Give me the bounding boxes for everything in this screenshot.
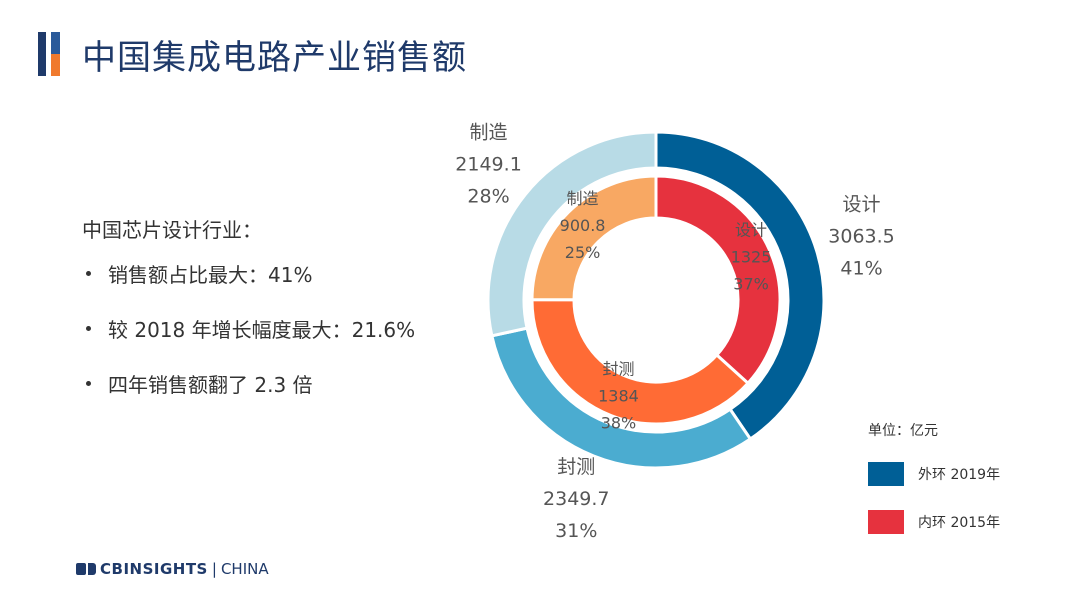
notes-heading: 中国芯片设计行业：	[82, 218, 262, 242]
inner-label-percent: 25%	[565, 243, 601, 262]
inner-label-name: 封测	[602, 359, 634, 378]
outer-label-percent: 31%	[555, 520, 597, 542]
note-bullet: 销售额占比最大：41%	[82, 259, 415, 288]
inner-slice-设计	[654, 174, 782, 386]
note-bullet: 四年销售额翻了 2.3 倍	[82, 369, 415, 398]
legend-item-inner: 内环 2015年	[868, 510, 1000, 534]
title-accent-bar	[38, 32, 64, 76]
inner-slice-封测	[530, 298, 751, 426]
note-bullet: 较 2018 年增长幅度最大：21.6%	[82, 314, 415, 343]
inner-label-percent: 37%	[733, 274, 769, 293]
outer-label-name: 制造	[470, 122, 508, 144]
legend-swatch-outer	[868, 462, 904, 486]
outer-label-percent: 28%	[467, 186, 509, 208]
outer-label-percent: 41%	[840, 257, 882, 279]
notes-list: 销售额占比最大：41% 较 2018 年增长幅度最大：21.6% 四年销售额翻了…	[82, 259, 415, 398]
legend: 单位：亿元 外环 2019年 内环 2015年	[868, 420, 1000, 558]
logo-region: CHINA	[220, 560, 269, 578]
outer-label-name: 封测	[557, 456, 595, 478]
outer-slice-制造	[486, 130, 658, 338]
cbinsights-logo: CBINSIGHTS | CHINA	[76, 560, 269, 578]
legend-label-inner: 内环 2015年	[918, 515, 1001, 531]
legend-item-outer: 外环 2019年	[868, 462, 1000, 486]
notes-panel: 中国芯片设计行业： 销售额占比最大：41% 较 2018 年增长幅度最大：21.…	[82, 214, 415, 424]
page-title: 中国集成电路产业销售额	[82, 38, 467, 78]
cb-logo-icon	[76, 563, 96, 575]
outer-label-value: 2349.7	[543, 488, 609, 510]
outer-label-name: 设计	[843, 193, 881, 215]
inner-label-percent: 38%	[601, 413, 637, 432]
inner-label-name: 制造	[567, 189, 599, 208]
inner-label-value: 900.8	[560, 216, 606, 235]
inner-label-value: 1384	[598, 386, 639, 405]
unit-label: 单位：亿元	[868, 423, 938, 439]
logo-brand: CBINSIGHTS	[100, 560, 208, 578]
inner-slice-制造	[530, 174, 658, 302]
logo-separator: |	[211, 560, 217, 578]
inner-label-name: 设计	[735, 220, 767, 239]
inner-label-value: 1325	[731, 247, 772, 266]
outer-label-value: 3063.5	[828, 225, 894, 247]
legend-label-outer: 外环 2019年	[918, 467, 1001, 483]
outer-label-value: 2149.1	[455, 154, 521, 176]
legend-swatch-inner	[868, 510, 904, 534]
